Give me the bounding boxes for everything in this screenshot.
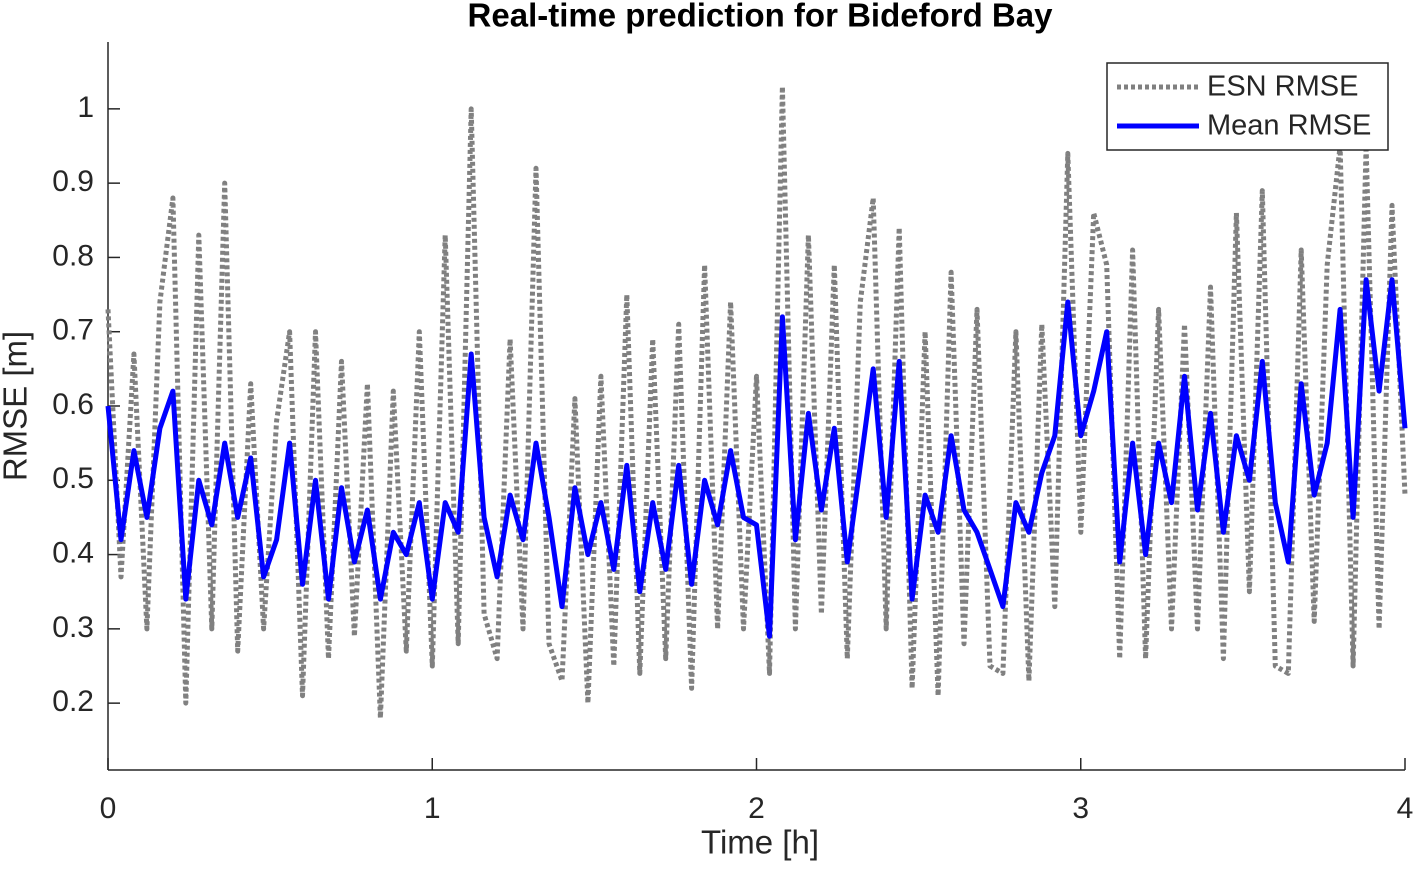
y-tick-label: 0.3: [52, 611, 94, 644]
y-tick-label: 0.4: [52, 536, 94, 569]
legend-label: ESN RMSE: [1207, 71, 1358, 103]
y-tick-label: 0.9: [52, 165, 94, 198]
x-tick-label: 0: [100, 792, 117, 825]
x-axis-label: Time [h]: [701, 824, 819, 861]
y-tick-label: 1: [77, 91, 94, 124]
x-tick-label: 3: [1072, 792, 1089, 825]
y-tick-label: 0.8: [52, 239, 94, 272]
legend-label: Mean RMSE: [1207, 110, 1371, 142]
data-line: [105, 277, 1408, 639]
y-tick-label: 0.5: [52, 462, 94, 495]
y-tick-label: 0.2: [52, 685, 94, 718]
x-tick-label: 1: [424, 792, 441, 825]
chart-title: Real-time prediction for Bideford Bay: [468, 0, 1054, 34]
data-line: [105, 84, 1408, 721]
y-tick-label: 0.7: [52, 314, 94, 347]
y-tick-label: 0.6: [52, 388, 94, 421]
y-axis-label: RMSE [m]: [0, 331, 34, 481]
x-tick-label: 4: [1397, 792, 1414, 825]
legend: ESN RMSE Mean RMSE: [1106, 62, 1389, 151]
x-tick-label: 2: [748, 792, 765, 825]
legend-box: [1106, 62, 1389, 151]
